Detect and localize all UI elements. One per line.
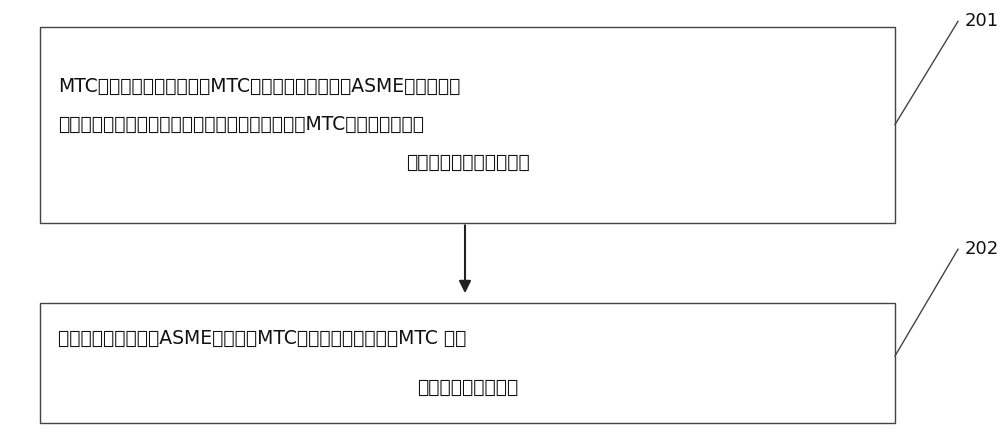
Text: MTC终端接入网络时，所述MTC终端当前请求接入的ASME依据收到的: MTC终端接入网络时，所述MTC终端当前请求接入的ASME依据收到的: [58, 77, 460, 96]
Text: 发生移动，确定发生移动: 发生移动，确定发生移动: [406, 153, 529, 172]
Text: 所述当前请求接入的ASME拒绝所述MTC终端接入网络，并向MTC 服务: 所述当前请求接入的ASME拒绝所述MTC终端接入网络，并向MTC 服务: [58, 329, 466, 348]
Text: 201: 201: [965, 12, 999, 30]
FancyBboxPatch shape: [40, 27, 895, 222]
Text: 包含在用户签约数据中的位置限制信息，判断所述MTC终端的位置是否: 包含在用户签约数据中的位置限制信息，判断所述MTC终端的位置是否: [58, 115, 424, 134]
FancyBboxPatch shape: [40, 303, 895, 423]
Text: 202: 202: [965, 240, 999, 258]
Text: 器发送监控通告消息: 器发送监控通告消息: [417, 378, 518, 396]
